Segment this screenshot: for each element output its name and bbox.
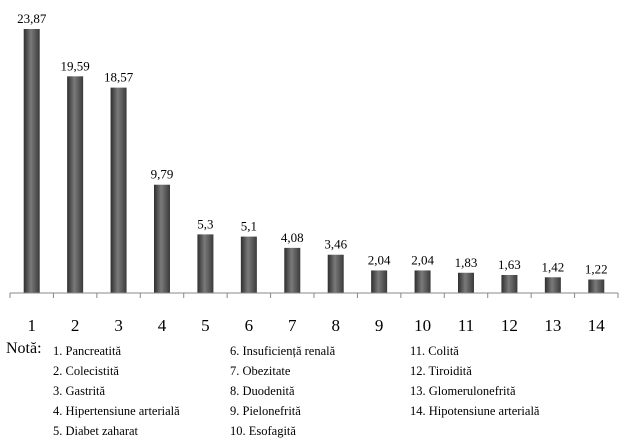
x-axis-ticks [9, 293, 619, 298]
note-item: 2. Colecistită [53, 364, 119, 378]
bar-9 [371, 270, 388, 293]
note-item: 14. Hipotensiune arterială [410, 404, 540, 418]
value-label-6: 5,1 [241, 219, 257, 234]
category-label-14: 14 [588, 316, 606, 335]
note-item: 10. Esofagită [230, 424, 296, 438]
bar-1 [23, 29, 40, 293]
bar-4 [154, 184, 170, 293]
value-label-12: 1,63 [498, 257, 521, 272]
value-label-8: 3,46 [324, 237, 347, 252]
bar-12 [501, 274, 518, 293]
bar-6 [240, 236, 257, 293]
category-label-13: 13 [544, 316, 561, 335]
category-label-3: 3 [114, 316, 123, 335]
value-label-9: 2,04 [368, 252, 391, 267]
note-item: 8. Duodenită [230, 384, 295, 398]
category-label-12: 12 [501, 316, 518, 335]
bar-chart: 23,87 19,59 18,57 9,79 5,3 5,1 4,08 3,46 2,04 2,0… [9, 11, 619, 335]
category-label-5: 5 [201, 316, 210, 335]
value-label-10: 2,04 [411, 252, 434, 267]
note-item: 6. Insuficiență renală [230, 344, 336, 358]
category-label-1: 1 [27, 316, 36, 335]
bar-13 [544, 277, 561, 293]
bar-2 [67, 76, 84, 294]
bar-14 [588, 279, 605, 293]
category-label-10: 10 [414, 316, 431, 335]
value-label-2: 19,59 [61, 58, 90, 73]
note-legend: Notă: 1. Pancreatită 2. Colecistită 3. Gas… [6, 340, 622, 438]
category-label-6: 6 [245, 316, 254, 335]
value-label-7: 4,08 [281, 230, 304, 245]
note-item: 13. Glomerulonefrită [410, 384, 516, 398]
value-labels-group: 23,87 19,59 18,57 9,79 5,3 5,1 4,08 3,46 2,04 2,0… [17, 11, 608, 277]
bar-8 [327, 254, 344, 293]
note-item: 11. Colită [410, 344, 459, 358]
bar-3 [110, 87, 127, 293]
value-label-1: 23,87 [17, 11, 47, 26]
value-label-11: 1,83 [455, 255, 478, 270]
note-item: 1. Pancreatită [53, 344, 122, 358]
category-labels-group: 1 2 3 4 5 6 7 8 9 10 11 12 13 14 [27, 316, 605, 335]
bar-10 [414, 270, 431, 293]
bar-11 [458, 272, 474, 293]
note-item: 5. Diabet zaharat [53, 424, 139, 438]
category-label-11: 11 [458, 316, 474, 335]
value-label-5: 5,3 [197, 216, 213, 231]
note-item: 3. Gastrită [53, 384, 106, 398]
note-item: 4. Hipertensiune arterială [53, 404, 180, 418]
value-label-4: 9,79 [151, 167, 174, 182]
bar-5 [197, 234, 214, 293]
value-label-3: 18,57 [104, 70, 134, 85]
category-label-8: 8 [331, 316, 340, 335]
bar-7 [284, 247, 301, 293]
value-label-13: 1,42 [541, 259, 564, 274]
category-label-4: 4 [158, 316, 167, 335]
note-item: 9. Pielonefrită [230, 404, 301, 418]
note-item: 7. Obezitate [230, 364, 291, 378]
category-label-2: 2 [71, 316, 80, 335]
value-label-14: 1,22 [585, 262, 608, 277]
bars-group [23, 29, 605, 294]
note-heading: Notă: [6, 340, 42, 357]
note-item: 12. Tiroidită [410, 364, 472, 378]
category-label-7: 7 [288, 316, 297, 335]
category-label-9: 9 [375, 316, 384, 335]
